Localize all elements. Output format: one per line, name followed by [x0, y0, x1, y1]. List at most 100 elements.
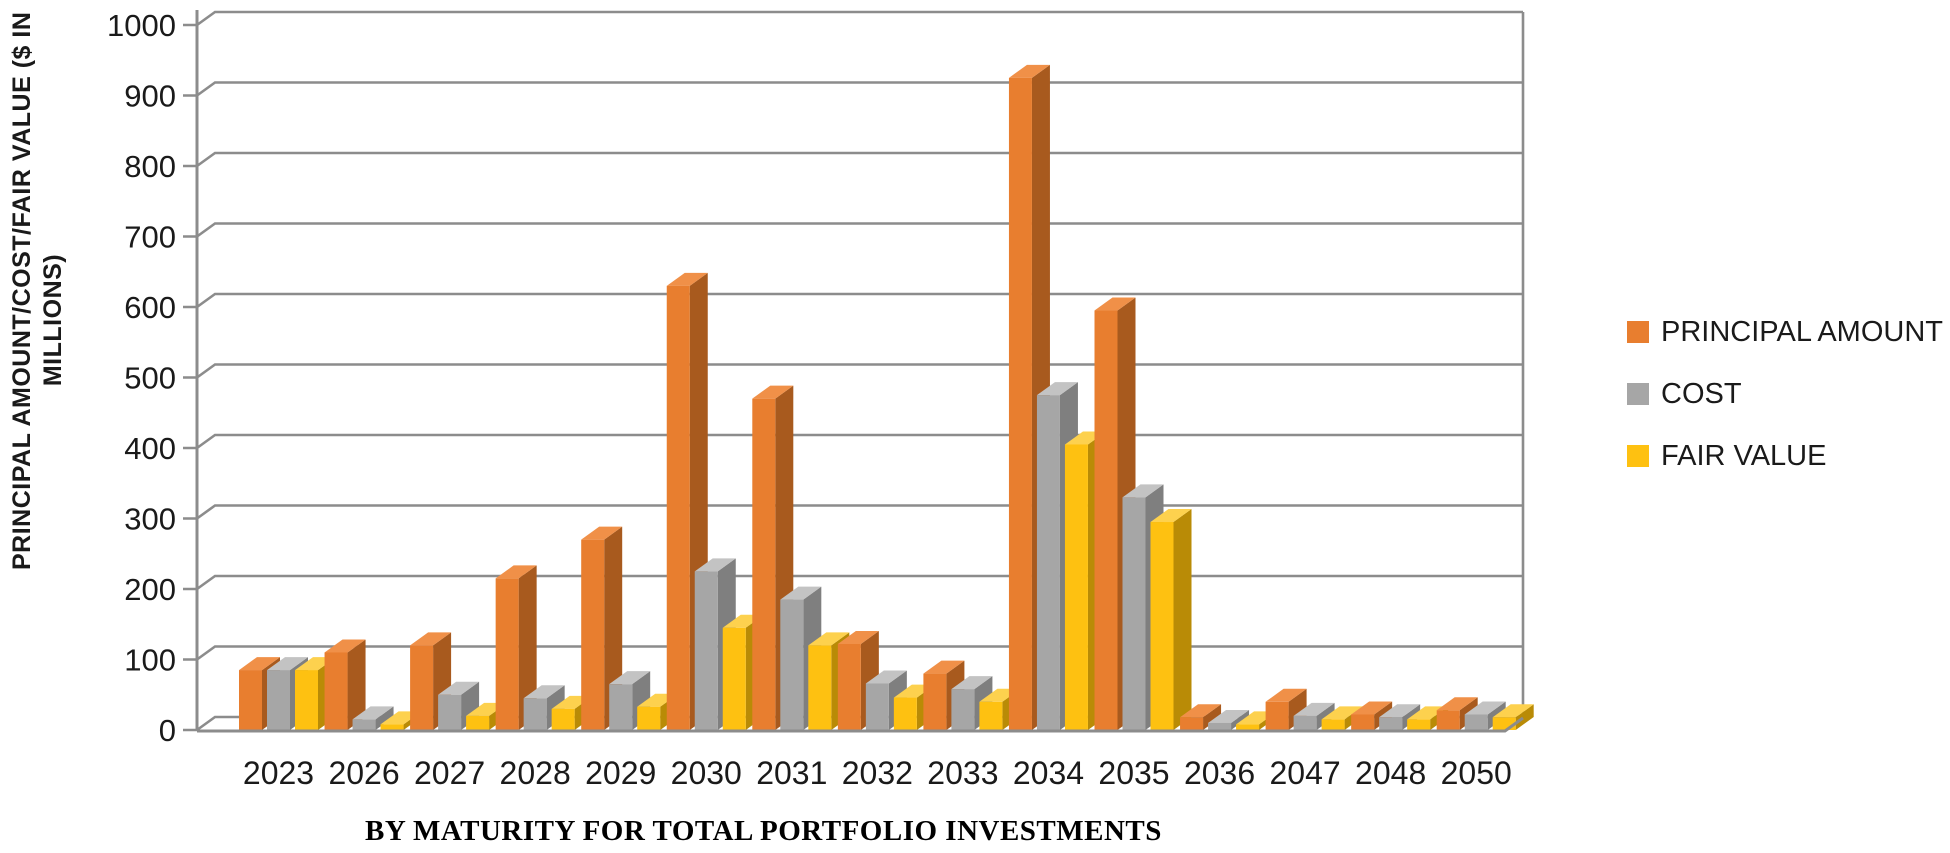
y-tick-label-800: 800 — [124, 149, 176, 184]
y-tick-label-0: 0 — [159, 713, 176, 748]
gridline-200 — [183, 574, 1523, 591]
gridline-800 — [183, 151, 1523, 168]
gridline-500 — [183, 363, 1523, 379]
x-tick-label-2027: 2027 — [414, 755, 485, 791]
legend-swatch-fair-value-icon — [1627, 445, 1649, 467]
bar-2027-cost-top — [438, 681, 480, 695]
bar-2029-cost — [609, 684, 633, 730]
bar-2030-cost-top — [694, 558, 736, 572]
x-tick-label-2033: 2033 — [927, 755, 998, 791]
bar-2035-fair-value-side — [1173, 509, 1192, 730]
bar-2032-cost-top — [865, 670, 907, 684]
bar-2033-cost — [951, 689, 975, 730]
gridline-1000 — [183, 10, 1523, 27]
bar-2030-fair-value — [722, 627, 746, 730]
bar-2036-cost-top — [1208, 709, 1250, 723]
bar-2050-fair-value — [1492, 717, 1516, 730]
bar-2047-fair-value-top — [1321, 706, 1363, 720]
bar-2027-principal-amount-top — [410, 632, 452, 646]
bar-2036-principal-amount-side — [1203, 704, 1222, 730]
bar-2030-cost — [694, 571, 718, 730]
bar-2029-fair-value — [637, 706, 661, 730]
bar-2026-principal-amount — [324, 652, 348, 730]
bar-2047-principal-amount-top — [1265, 688, 1307, 702]
chart-legend: PRINCIPAL AMOUNT COST FAIR VALUE — [1627, 316, 1943, 472]
legend-item-cost: COST — [1627, 377, 1943, 410]
bar-2030-principal-amount — [666, 285, 690, 730]
y-tick-label-200: 200 — [124, 572, 176, 607]
bar-2023-cost-top — [267, 657, 308, 671]
bar-2035-principal-amount-top — [1094, 297, 1136, 311]
x-tick-label-2023: 2023 — [243, 755, 314, 791]
bar-2023-fair-value — [295, 670, 318, 730]
bar-2032-cost — [865, 683, 889, 730]
bar-2047-fair-value — [1321, 719, 1345, 730]
y-tick-label-100: 100 — [124, 643, 176, 678]
bar-2050-fair-value-side — [1515, 704, 1534, 730]
y-tick-label-700: 700 — [124, 220, 176, 255]
bar-2028-cost-top — [523, 685, 565, 699]
bar-2031-cost-top — [780, 586, 822, 600]
bar-2031-principal-amount — [752, 398, 776, 730]
x-tick-label-2048: 2048 — [1355, 755, 1426, 791]
bar-2027-cost — [438, 694, 462, 730]
bar-2029-principal-amount — [581, 539, 605, 730]
bar-2036-principal-amount — [1180, 717, 1204, 730]
bar-2047-cost — [1293, 715, 1317, 730]
gridline-400 — [183, 433, 1523, 450]
x-tick-label-2050: 2050 — [1441, 755, 1512, 791]
bar-2027-principal-amount — [410, 645, 434, 730]
bar-2035-fair-value-top — [1150, 509, 1192, 523]
bar-2026-cost-top — [352, 706, 394, 720]
gridline-300 — [183, 504, 1523, 520]
bar-2036-cost — [1208, 722, 1232, 730]
legend-swatch-principal-amount-icon — [1627, 321, 1649, 343]
bar-2031-cost — [780, 599, 804, 730]
bar-2034-principal-amount-top — [1008, 64, 1050, 78]
x-tick-label-2026: 2026 — [328, 755, 399, 791]
bar-2028-principal-amount — [495, 578, 519, 730]
x-tick-label-2030: 2030 — [671, 755, 742, 791]
x-tick-label-2031: 2031 — [756, 755, 827, 791]
bar-2050-fair-value-top — [1492, 704, 1534, 718]
bar-2050-cost-top — [1464, 701, 1506, 715]
bar-2047-cost-side — [1316, 702, 1335, 730]
legend-label-cost: COST — [1661, 377, 1742, 410]
bar-2026-cost-side — [375, 706, 394, 730]
x-tick-label-2034: 2034 — [1013, 755, 1084, 791]
bar-2048-cost — [1379, 717, 1403, 730]
legend-swatch-cost-icon — [1627, 383, 1649, 405]
x-axis-caption: BY MATURITY FOR TOTAL PORTFOLIO INVESTME… — [365, 815, 1162, 847]
legend-label-fair-value: FAIR VALUE — [1661, 439, 1827, 472]
bar-2033-principal-amount — [923, 673, 947, 730]
bar-2023-principal-amount-top — [239, 657, 280, 671]
bar-2036-fair-value — [1236, 724, 1260, 730]
bar-2034-cost — [1036, 395, 1060, 730]
bar-2031-principal-amount-top — [752, 385, 794, 399]
x-tick-label-2028: 2028 — [500, 755, 571, 791]
x-tick-label-2032: 2032 — [842, 755, 913, 791]
x-tick-label-2029: 2029 — [585, 755, 656, 791]
bar-2026-cost — [352, 719, 376, 730]
bar-2036-cost-side — [1231, 709, 1250, 730]
bar-2029-principal-amount-top — [581, 526, 623, 540]
legend-item-fair-value: FAIR VALUE — [1627, 439, 1943, 472]
x-tick-label-2035: 2035 — [1098, 755, 1169, 791]
bar-2031-fair-value — [808, 645, 832, 730]
y-tick-label-400: 400 — [124, 431, 176, 466]
gridline-900 — [183, 81, 1523, 97]
bar-2034-principal-amount — [1008, 77, 1032, 730]
bar-2023-principal-amount — [239, 670, 262, 730]
bar-2028-principal-amount-side — [518, 565, 537, 730]
y-tick-label-900: 900 — [124, 79, 176, 114]
bar-2034-fair-value — [1064, 444, 1088, 730]
bar-2032-principal-amount-top — [837, 630, 879, 644]
bar-2031-fair-value-top — [808, 632, 850, 646]
gridline-700 — [183, 222, 1523, 238]
bar-2029-cost-top — [609, 671, 651, 685]
bar-2028-fair-value — [551, 708, 575, 730]
bar-2028-cost — [523, 698, 547, 730]
